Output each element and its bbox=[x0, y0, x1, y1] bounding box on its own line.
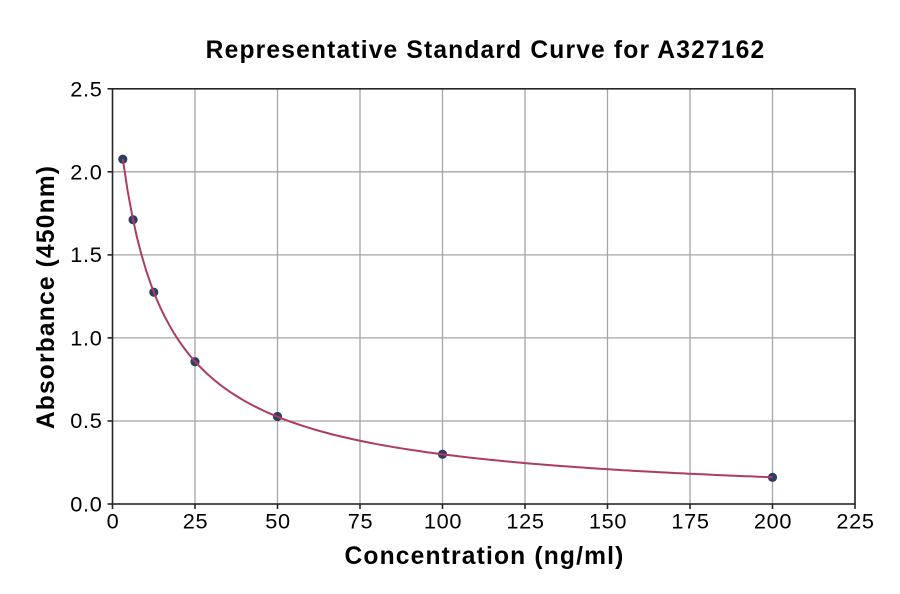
svg-text:2.5: 2.5 bbox=[70, 76, 102, 101]
svg-text:2.0: 2.0 bbox=[70, 159, 102, 184]
svg-text:0.5: 0.5 bbox=[70, 408, 102, 433]
svg-text:0: 0 bbox=[107, 509, 120, 534]
svg-text:200: 200 bbox=[754, 509, 792, 534]
svg-text:100: 100 bbox=[424, 509, 462, 534]
svg-text:150: 150 bbox=[589, 509, 627, 534]
svg-text:175: 175 bbox=[671, 509, 709, 534]
svg-text:Concentration (ng/ml): Concentration (ng/ml) bbox=[344, 543, 624, 570]
svg-text:Absorbance (450nm): Absorbance (450nm) bbox=[33, 165, 60, 429]
svg-text:0.0: 0.0 bbox=[70, 492, 102, 517]
svg-text:1.5: 1.5 bbox=[70, 242, 102, 267]
svg-text:50: 50 bbox=[265, 509, 291, 534]
svg-text:25: 25 bbox=[183, 509, 209, 534]
svg-text:125: 125 bbox=[506, 509, 544, 534]
svg-text:75: 75 bbox=[348, 509, 374, 534]
svg-text:Representative Standard Curve: Representative Standard Curve for A32716… bbox=[206, 37, 766, 64]
svg-text:225: 225 bbox=[836, 509, 874, 534]
svg-text:1.0: 1.0 bbox=[70, 326, 102, 351]
